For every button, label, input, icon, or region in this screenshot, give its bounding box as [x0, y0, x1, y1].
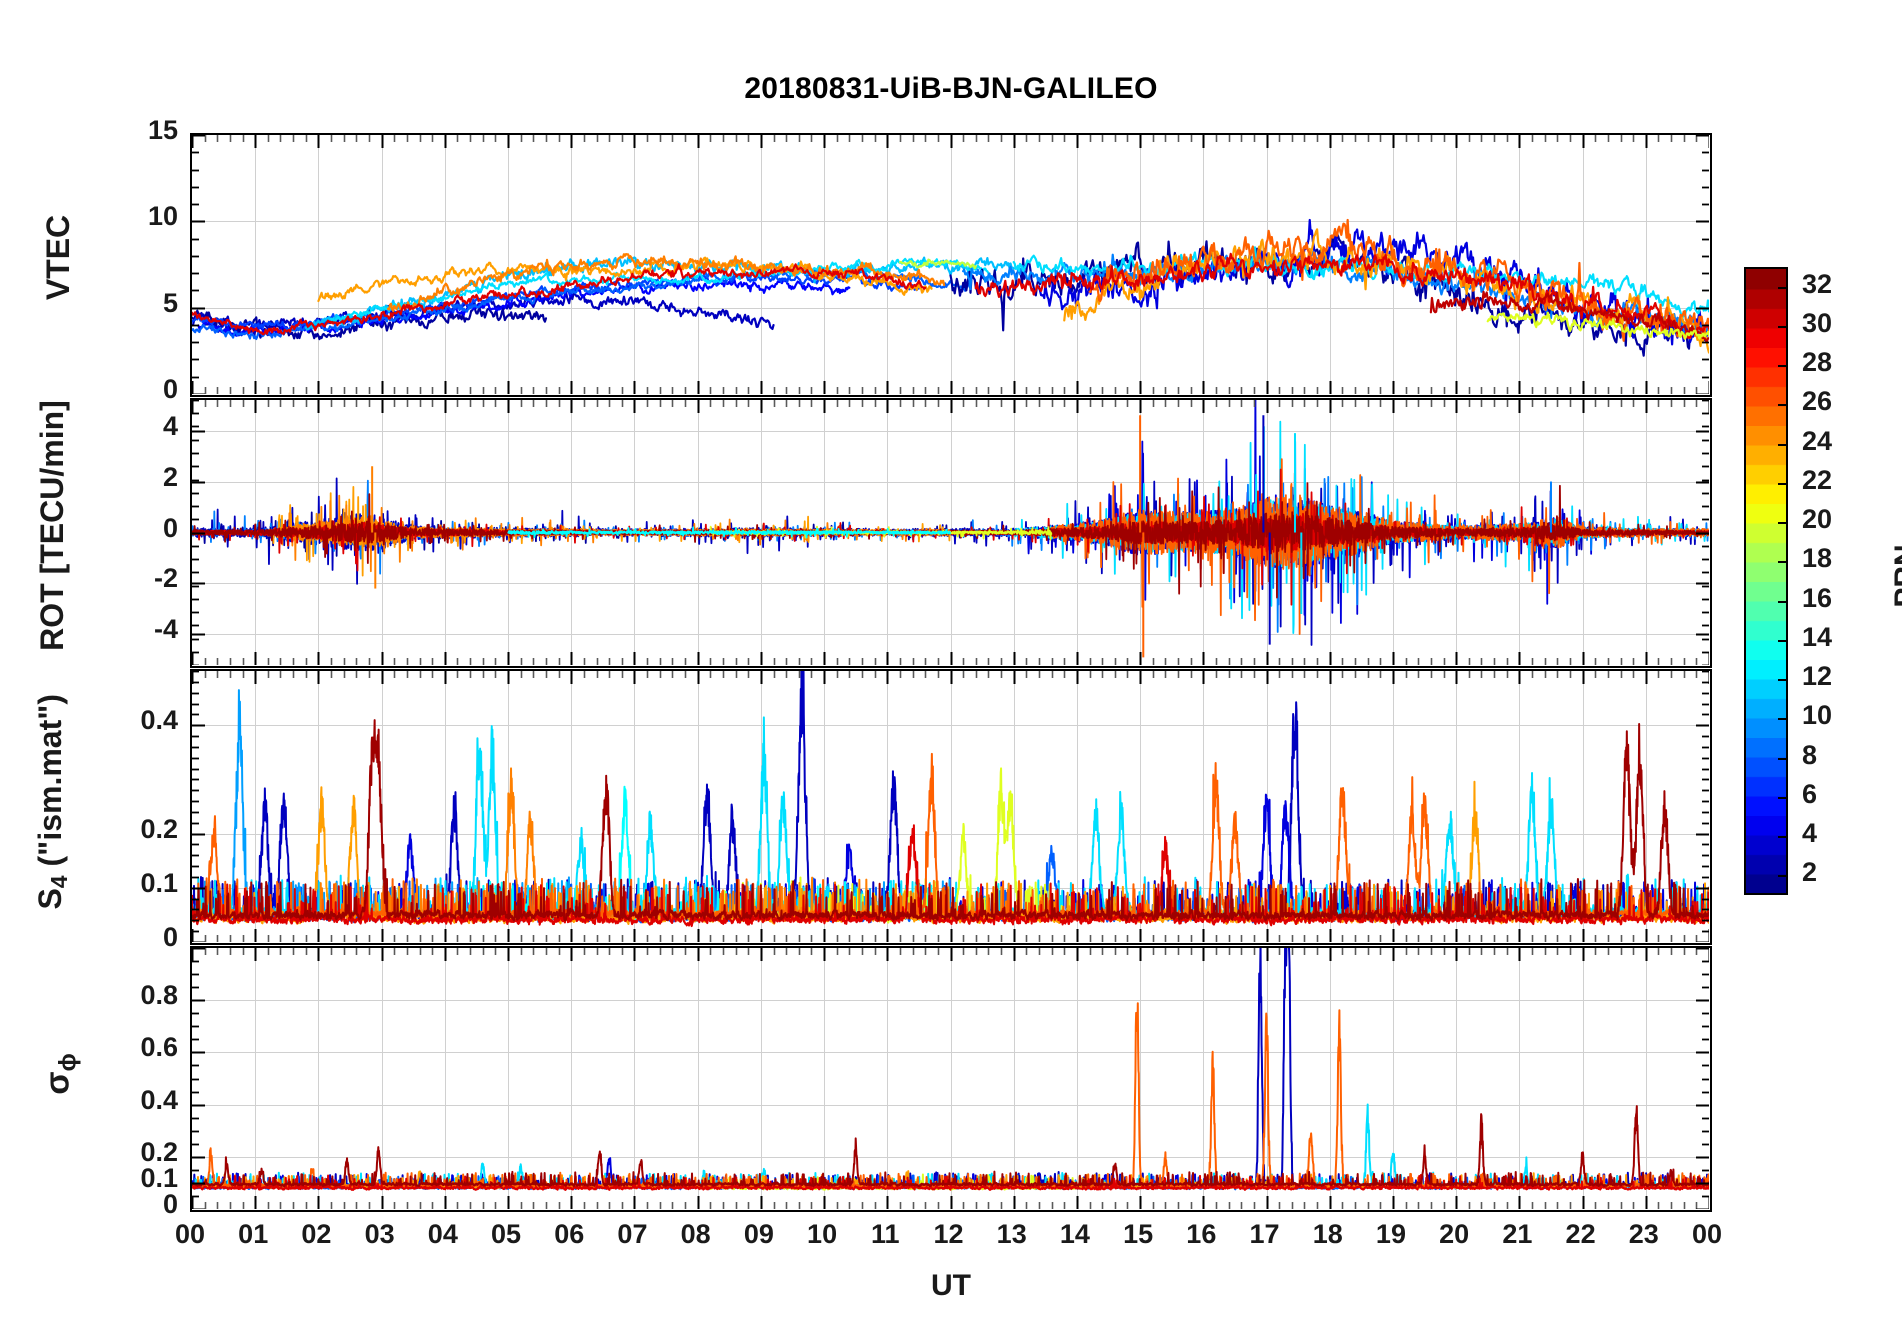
prn-colorbar [1744, 267, 1788, 895]
colorbar-tick-mark [1778, 836, 1788, 838]
y-tick-label: 0.2 [140, 813, 178, 844]
x-tick-label: 20 [1439, 1219, 1470, 1249]
figure-title: 20180831-UiB-BJN-GALILEO [744, 72, 1158, 105]
x-tick-label: 21 [1502, 1219, 1533, 1249]
x-tick-label: 02 [301, 1219, 332, 1249]
x-tick-label: 13 [996, 1219, 1027, 1249]
x-tick-label: 09 [743, 1219, 774, 1249]
sigma-phi-plot-canvas [192, 948, 1709, 1209]
panel-sigma-phi [190, 946, 1712, 1212]
colorbar-tick-label: 20 [1802, 504, 1833, 535]
colorbar-tick-mark [1778, 718, 1788, 720]
y-tick-label: 0 [162, 374, 178, 404]
colorbar-tick-mark [1778, 522, 1788, 524]
colorbar-tick-label: 10 [1802, 700, 1833, 731]
colorbar-tick-label: 12 [1802, 661, 1833, 692]
sigma-phi-axis-label: σϕ [38, 1053, 81, 1095]
x-tick-label: 16 [1186, 1219, 1217, 1249]
x-tick-label: 23 [1628, 1219, 1659, 1249]
colorbar-tick-mark [1778, 679, 1788, 681]
colorbar-tick-mark [1778, 601, 1788, 603]
y-tick-label: 0.2 [140, 1136, 178, 1167]
colorbar-tick-label: 6 [1802, 778, 1818, 809]
x-axis-label: UT [931, 1269, 971, 1302]
x-tick-label: 22 [1565, 1219, 1596, 1249]
colorbar-tick-mark [1778, 797, 1788, 799]
x-tick-label: 01 [238, 1219, 269, 1249]
y-tick-label: 0.1 [140, 867, 178, 898]
y-tick-label: -2 [153, 563, 178, 594]
x-tick-label: 05 [491, 1219, 522, 1249]
x-tick-label: 00 [174, 1219, 206, 1249]
y-tick-label: 0.4 [140, 1084, 178, 1115]
panel-s4 [190, 669, 1712, 945]
s4-plot-canvas [192, 671, 1709, 942]
prn-colorbar-label: PRN [1889, 544, 1902, 608]
y-tick-label: 0 [162, 512, 178, 543]
y-tick-label: 0.8 [140, 980, 178, 1011]
x-tick-label: 11 [871, 1219, 900, 1249]
y-tick-label: 10 [147, 201, 178, 232]
x-tick-label: 04 [427, 1219, 458, 1249]
colorbar-tick-mark [1778, 326, 1788, 328]
y-tick-label: 0.4 [140, 705, 178, 736]
colorbar-tick-label: 16 [1802, 582, 1833, 613]
x-tick-label: 15 [1123, 1219, 1154, 1249]
x-tick-label: 14 [1059, 1219, 1090, 1249]
x-tick-label: 06 [554, 1219, 585, 1249]
colorbar-tick-mark [1778, 640, 1788, 642]
y-tick-label: 15 [147, 115, 178, 145]
colorbar-tick-label: 14 [1802, 621, 1833, 652]
colorbar-tick-mark [1778, 444, 1788, 446]
rot-plot-canvas [192, 400, 1709, 665]
x-tick-label: 10 [807, 1219, 838, 1249]
colorbar-tick-mark [1778, 404, 1788, 406]
y-tick-label: 5 [162, 287, 178, 318]
colorbar-tick-mark [1778, 561, 1788, 563]
colorbar-tick-label: 4 [1802, 818, 1818, 849]
colorbar-tick-mark [1778, 875, 1788, 877]
colorbar-tick-label: 32 [1802, 268, 1833, 299]
y-tick-label: 4 [162, 410, 178, 441]
x-tick-label: 07 [617, 1219, 648, 1249]
x-tick-label: 00 [1691, 1219, 1723, 1249]
panel-rot [190, 398, 1712, 668]
x-tick-label: 18 [1312, 1219, 1343, 1249]
colorbar-tick-label: 18 [1802, 543, 1833, 574]
panel-vtec [190, 133, 1712, 397]
colorbar-tick-label: 2 [1802, 857, 1818, 888]
colorbar-tick-label: 24 [1802, 425, 1833, 456]
colorbar-tick-mark [1778, 483, 1788, 485]
y-tick-label: 0 [162, 1189, 178, 1219]
y-tick-label: 0.1 [140, 1162, 178, 1193]
colorbar-tick-label: 26 [1802, 386, 1833, 417]
colorbar-tick-mark [1778, 287, 1788, 289]
colorbar-tick-mark [1778, 365, 1788, 367]
colorbar-tick-label: 28 [1802, 347, 1833, 378]
x-tick-label: 19 [1375, 1219, 1406, 1249]
y-tick-label: 0 [162, 922, 178, 952]
x-tick-label: 17 [1249, 1219, 1280, 1249]
vtec-plot-canvas [192, 135, 1709, 394]
y-tick-label: 2 [162, 461, 178, 492]
x-tick-label: 12 [933, 1219, 964, 1249]
y-tick-label: 0.6 [140, 1032, 178, 1063]
x-tick-label: 08 [680, 1219, 711, 1249]
colorbar-tick-label: 8 [1802, 739, 1818, 770]
colorbar-tick-label: 30 [1802, 307, 1833, 338]
colorbar-tick-mark [1778, 758, 1788, 760]
colorbar-tick-label: 22 [1802, 464, 1833, 495]
x-tick-label: 03 [364, 1219, 395, 1249]
y-tick-label: -4 [153, 614, 178, 645]
